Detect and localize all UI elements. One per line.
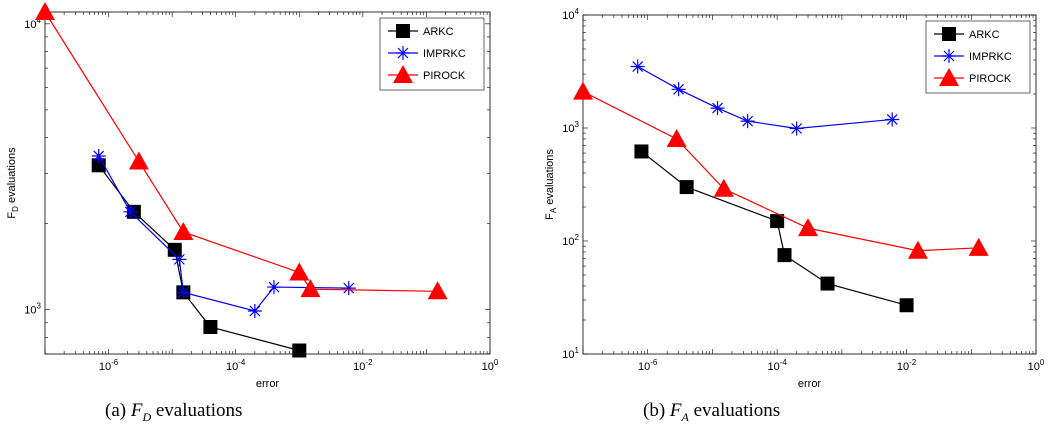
f-d-legend-marker-imprkc (396, 46, 410, 60)
f-d-x-tick-label: 10-4 (226, 358, 246, 373)
f-d-point-imprkc (341, 281, 356, 296)
f-a-point-arkc (899, 298, 914, 313)
f-d-point-imprkc (176, 285, 191, 300)
f-a-point-pirock (968, 237, 989, 256)
f-a-point-pirock (713, 178, 734, 197)
caption-b-subscript: A (681, 409, 689, 424)
f-a-series-line-pirock (582, 91, 979, 252)
caption-a-symbol: F (130, 400, 143, 421)
f-a-point-imprkc (630, 59, 645, 74)
f-d-point-pirock (300, 279, 321, 298)
f-d-legend-label-pirock: PIROCK (423, 70, 466, 82)
f-a-y-tick-label: 103 (562, 120, 579, 135)
f-a-legend-marker-imprkc (942, 49, 956, 63)
f-d-x-axis-label: error (256, 378, 280, 390)
f-d-legend-label-arkc: ARKC (423, 26, 454, 38)
f-a-series-line-imprkc (637, 65, 893, 130)
f-d-x-tick-label: 10-6 (99, 358, 119, 373)
f-a-y-axis-label: FA evaluations (544, 149, 558, 220)
f-d-point-arkc (292, 343, 307, 358)
f-d-point-pirock (289, 262, 310, 281)
f-d-point-pirock (173, 222, 194, 241)
caption-b-text: evaluations (693, 400, 781, 421)
chart-f-d-evaluations: 10-6 10-4 10-2 100 103 104 error FD evaluations… (6, 2, 499, 390)
f-d-legend-marker-pirock (393, 65, 413, 83)
caption-b-prefix: (b) (643, 400, 666, 421)
f-d-series-line-arkc (98, 164, 300, 352)
f-d-x-tick-label: 10-2 (353, 358, 373, 373)
caption-b-symbol: F (669, 400, 682, 421)
f-d-legend-marker-arkc (396, 24, 410, 38)
f-a-x-tick-label: 10-2 (897, 358, 917, 373)
caption-b: (b) FA evaluations (643, 400, 780, 425)
f-a-point-imprkc (789, 121, 804, 136)
f-a-point-imprkc (885, 112, 900, 127)
chart-f-a-evaluations: 10-6 10-4 10-2 100 101 102 103 104 error FA evalu… (544, 7, 1045, 390)
f-a-x-tick-label: 100 (1028, 358, 1045, 373)
f-a-point-arkc (777, 248, 792, 263)
f-d-legend-label-imprkc: IMPRKC (423, 48, 466, 60)
f-d-point-imprkc (247, 303, 262, 318)
f-d-point-imprkc (266, 280, 281, 295)
f-d-point-imprkc (91, 148, 106, 163)
f-d-y-tick-label: 104 (24, 16, 41, 31)
f-a-y-tick-label: 102 (562, 233, 579, 248)
caption-a-prefix: (a) (105, 400, 127, 421)
f-d-x-tick-label: 100 (482, 358, 499, 373)
f-a-point-imprkc (671, 82, 686, 97)
f-a-point-pirock (798, 218, 819, 237)
f-a-y-tick-label: 104 (562, 7, 579, 22)
f-d-point-arkc (167, 242, 182, 257)
f-a-point-arkc (770, 214, 785, 229)
f-a-point-pirock (573, 81, 593, 100)
f-d-point-imprkc (123, 204, 138, 219)
f-a-point-pirock (666, 128, 687, 147)
f-a-point-imprkc (710, 101, 725, 116)
f-a-x-tick-label: 10-6 (638, 358, 658, 373)
f-a-legend-marker-arkc (942, 27, 956, 41)
f-d-point-pirock (35, 2, 55, 20)
f-a-point-imprkc (740, 114, 755, 129)
f-a-series-line-arkc (641, 150, 907, 306)
f-a-legend-label-arkc: ARKC (969, 29, 1000, 41)
caption-a-text: evaluations (155, 400, 243, 421)
f-a-x-axis-label: error (798, 378, 822, 390)
f-d-point-imprkc (172, 252, 187, 267)
f-d-y-tick-label: 103 (24, 302, 41, 317)
f-d-point-arkc (203, 320, 218, 335)
f-a-point-arkc (679, 180, 694, 195)
f-a-y-tick-label: 101 (562, 346, 579, 361)
f-a-legend-label-pirock: PIROCK (969, 73, 1012, 85)
f-d-point-pirock (128, 151, 149, 170)
f-d-series-line-pirock (44, 11, 438, 292)
f-a-x-tick-label: 10-4 (767, 358, 787, 373)
caption-a-subscript: D (142, 409, 152, 424)
f-a-legend-marker-pirock (939, 68, 959, 86)
f-d-point-pirock (427, 281, 448, 300)
f-a-point-arkc (634, 144, 649, 159)
f-a-point-arkc (820, 276, 835, 291)
f-a-legend-label-imprkc: IMPRKC (969, 51, 1012, 63)
f-a-point-pirock (907, 240, 928, 259)
caption-a: (a) FD evaluations (105, 400, 242, 425)
f-d-y-axis-label: FD evaluations (6, 147, 20, 219)
